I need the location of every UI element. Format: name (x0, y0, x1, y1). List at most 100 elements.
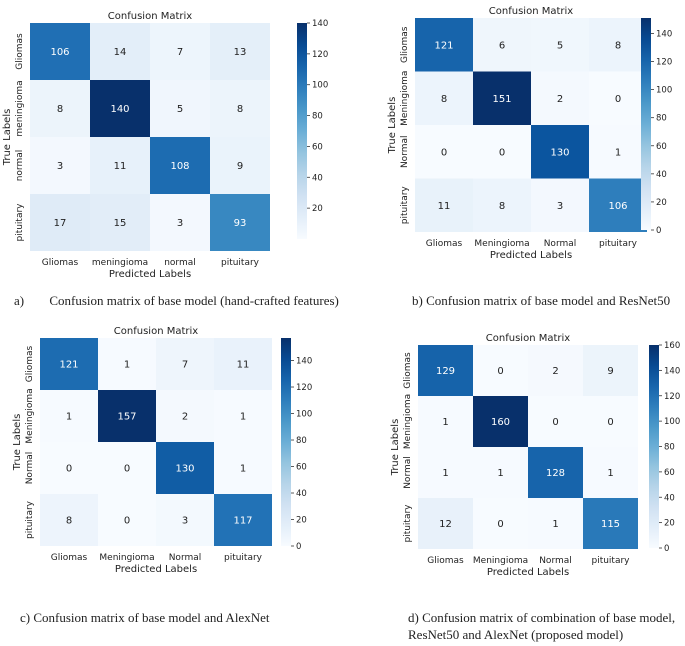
colorbar-tick-label: 80 (296, 436, 307, 446)
heatmap-cell (418, 396, 473, 447)
cell-value-label: 1 (240, 464, 246, 475)
y-axis-label: True Labels (2, 109, 13, 167)
heatmap-cell (40, 338, 98, 390)
cell-value-label: 3 (557, 201, 563, 212)
y-tick-label: Meningioma (25, 388, 35, 443)
x-tick-label: Gliomas (51, 553, 88, 563)
caption-b: b) Confusion matrix of base model and Re… (412, 293, 671, 308)
y-tick-label: pituitary (400, 186, 410, 225)
cell-value-label: 7 (182, 360, 188, 371)
heatmap-a: Confusion Matrix 106 14 7 13 8 140 5 8 3 11 108 9 17 1… (2, 11, 328, 280)
heatmap-cell (98, 338, 156, 390)
cell-value-label: 1 (607, 468, 613, 479)
cell-value-label: 8 (57, 104, 63, 115)
heatmap-cell (90, 137, 150, 194)
y-tick-label: Normal (400, 135, 410, 168)
x-tick-label: pituitary (221, 258, 260, 268)
colorbar-tick-label: 140 (656, 29, 672, 39)
cell-value-label: 117 (233, 516, 252, 527)
colorbar-tick-label: 100 (312, 81, 328, 91)
cell-value-label: 1 (615, 147, 621, 158)
heatmap-cell (415, 178, 473, 232)
caption-a: a) Confusion matrix of base model (hand-… (14, 292, 339, 309)
heatmap-cell (98, 494, 156, 546)
heatmap-cell (583, 396, 638, 447)
cell-value-label: 8 (66, 516, 72, 527)
heatmap-cell (214, 338, 272, 390)
heatmap-cell (156, 442, 214, 494)
y-axis-label: True Labels (387, 97, 398, 155)
x-tick-label: Meningioma (473, 556, 528, 566)
cell-value-label: 0 (124, 516, 130, 527)
heatmap-cell (473, 125, 531, 179)
y-tick-label: pituitary (403, 504, 413, 543)
colorbar-tick-label: 40 (664, 493, 675, 503)
heatmap-cell (589, 71, 647, 125)
cell-value-label: 140 (110, 104, 129, 115)
colorbar-tick-label: 0 (656, 226, 661, 236)
colorbar-tick-label: 0 (664, 544, 669, 554)
cell-value-label: 5 (177, 104, 183, 115)
x-tick-label: Gliomas (427, 556, 464, 566)
colorbar-tick-label: 80 (312, 112, 323, 122)
cell-value-label: 7 (177, 47, 183, 58)
heatmap-cell (210, 80, 270, 137)
cell-value-label: 1 (240, 412, 246, 423)
y-tick-label: Normal (403, 456, 413, 489)
chart-title: Confusion Matrix (114, 326, 198, 337)
cell-value-label: 17 (54, 218, 67, 229)
x-tick-label: Normal (544, 239, 577, 249)
colorbar-tick-label: 140 (296, 357, 312, 367)
heatmap-cell (210, 137, 270, 194)
heatmap-cell (473, 396, 528, 447)
heatmap-cell (30, 23, 90, 80)
heatmap-cell (589, 125, 647, 179)
cell-value-label: 3 (177, 218, 183, 229)
x-axis-label: Predicted Labels (109, 269, 191, 280)
heatmap-cell (150, 194, 210, 251)
cell-value-label: 130 (550, 147, 569, 158)
heatmap-cell (156, 494, 214, 546)
heatmap-cell (583, 498, 638, 549)
heatmap-cell (473, 18, 531, 72)
heatmap-cell (40, 442, 98, 494)
caption-d: d) Confusion matrix of combination of ba… (408, 610, 676, 642)
heatmap-cell (150, 23, 210, 80)
y-tick-label: Normal (25, 452, 35, 485)
x-axis-label: Predicted Labels (115, 564, 197, 575)
colorbar-tick-label: 60 (312, 142, 323, 152)
heatmap-cell (30, 194, 90, 251)
cell-value-label: 0 (497, 366, 503, 377)
cell-value-label: 2 (182, 412, 188, 423)
y-tick-label: Meningioma (400, 71, 410, 126)
colorbar-tick-label: 120 (296, 383, 312, 393)
heatmap-cell (415, 18, 473, 72)
cell-value-label: 2 (557, 94, 563, 105)
cell-value-label: 0 (124, 464, 130, 475)
caption-a-text: Confusion matrix of base model (hand-cra… (49, 293, 339, 308)
x-tick-label: pituitary (599, 239, 638, 249)
heatmap-cell (210, 194, 270, 251)
y-tick-label: Gliomas (25, 345, 35, 382)
cell-value-label: 0 (499, 147, 505, 158)
cell-value-label: 11 (438, 201, 451, 212)
cell-value-label: 106 (50, 47, 69, 58)
heatmap-cell (418, 447, 473, 498)
heatmap-cell (589, 178, 647, 232)
heatmap-cell (583, 345, 638, 396)
heatmap-cell (214, 442, 272, 494)
x-tick-label: normal (164, 258, 196, 268)
chart-title: Confusion Matrix (489, 6, 573, 17)
heatmap-cell (531, 125, 589, 179)
cell-value-label: 5 (557, 40, 563, 51)
y-tick-label: meningioma (15, 80, 25, 136)
cell-value-label: 1 (442, 417, 448, 428)
heatmap-cell (528, 498, 583, 549)
heatmap-cell (473, 178, 531, 232)
heatmap-cell (214, 494, 272, 546)
colorbar-tick-label: 120 (664, 392, 680, 402)
colorbar-tick-label: 40 (312, 173, 323, 183)
